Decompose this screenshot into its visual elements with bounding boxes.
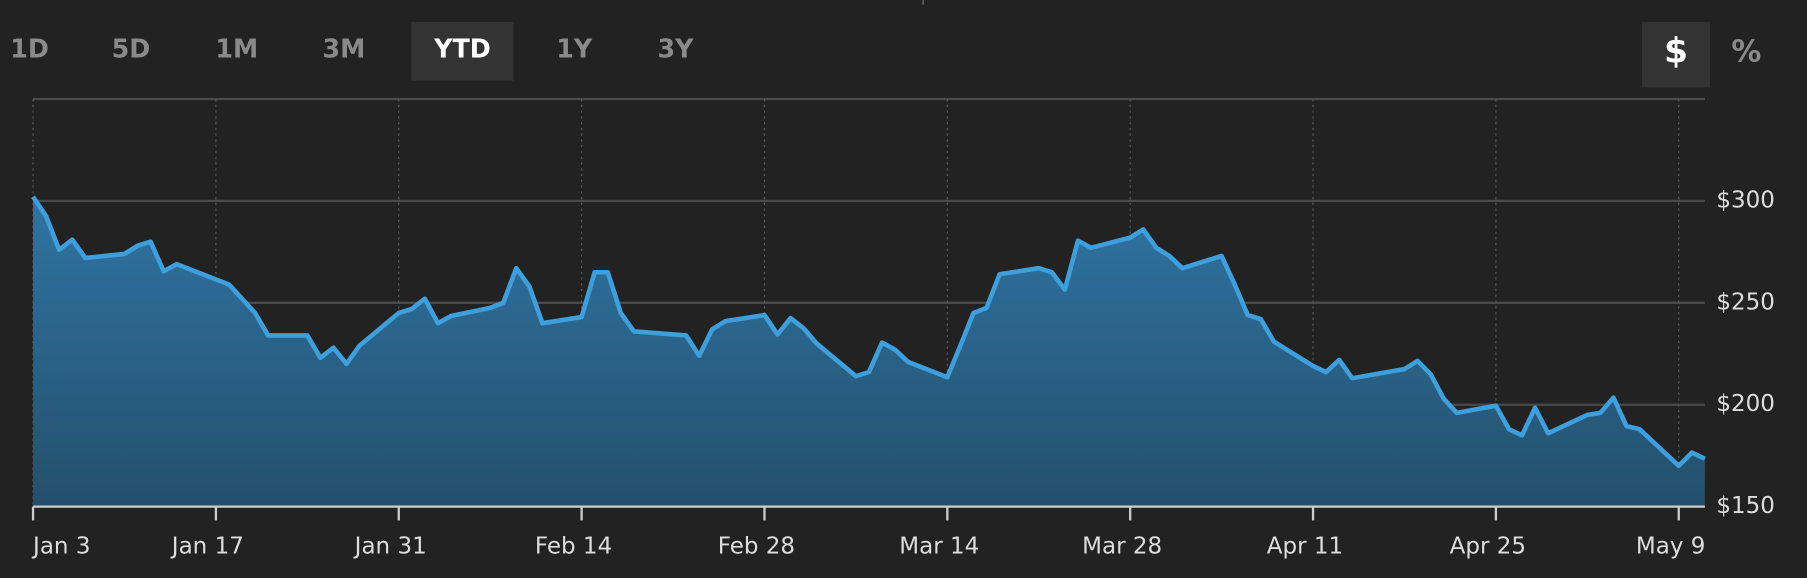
y-tick-label: $300 [1716, 187, 1775, 213]
range-button[interactable]: 5D [112, 34, 151, 64]
range-button[interactable]: 3Y [658, 34, 695, 64]
range-button[interactable]: 1M [215, 34, 258, 64]
range-button[interactable]: 1D [10, 34, 49, 64]
x-tick-label: Apr 11 [1267, 533, 1343, 559]
price-line [31, 195, 1706, 469]
active-unit-bg [1642, 21, 1711, 88]
range-button[interactable]: YTD [433, 34, 491, 64]
x-tick-label: Jan 3 [31, 533, 90, 559]
y-tick-label: $150 [1716, 493, 1775, 519]
x-tick-label: Jan 17 [170, 533, 244, 559]
active-range-bg [411, 21, 514, 81]
x-tick-label: Mar 14 [899, 533, 979, 559]
x-tick-label: Apr 25 [1450, 533, 1526, 559]
x-tick-label: Feb 28 [718, 533, 795, 559]
unit-button[interactable]: $ [1664, 31, 1688, 71]
x-tick-label: Jan 31 [353, 533, 427, 559]
y-tick-label: $250 [1716, 289, 1775, 315]
x-tick-label: Feb 14 [535, 533, 612, 559]
x-tick-label: Mar 28 [1082, 533, 1162, 559]
unit-button[interactable]: % [1731, 34, 1761, 69]
x-tick-label: May 9 [1636, 533, 1706, 559]
area-fill [33, 196, 1705, 507]
range-button[interactable]: 3M [323, 34, 366, 64]
y-tick-label: $200 [1716, 391, 1775, 417]
range-button[interactable]: 1Y [556, 34, 593, 64]
